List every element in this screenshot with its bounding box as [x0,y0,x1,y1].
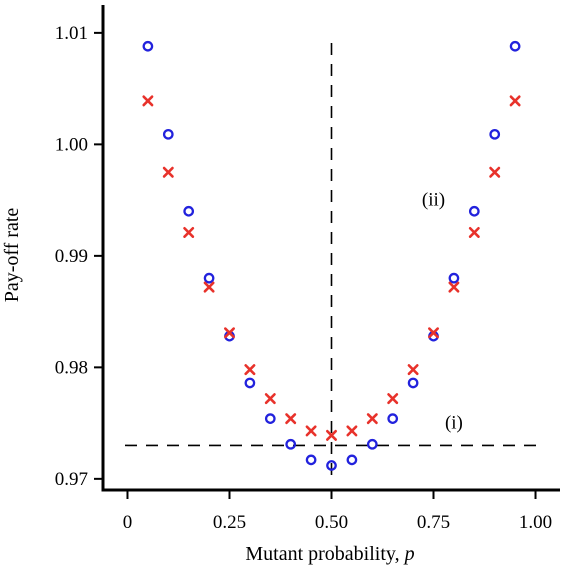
circle-point [448,272,460,284]
circle-point [509,40,521,52]
tick-marks: 0 0.25 0.50 0.75 1.00 0.97 0.98 0.99 1.00 1.01 [55,23,552,533]
circle-point [346,454,358,466]
circle-point [305,454,317,466]
circle-point [326,460,337,471]
circle-point [407,377,419,389]
cross-point [407,364,419,376]
annotation-label: (ii) [422,190,445,211]
circle-point [489,128,501,140]
cross-point [223,327,235,339]
annotation-label: (i) [445,413,463,434]
x-tick-label: 0 [123,512,133,533]
x-tick-label: 1.00 [519,512,552,533]
cross-point [142,95,154,107]
cross-point [366,413,378,425]
circle-point [142,40,154,52]
cross-point [285,413,297,425]
cross-point [428,327,440,339]
cross-point [305,425,317,437]
cross-point [346,425,358,437]
circle-point [203,272,215,284]
x-tick-label: 0.50 [315,512,348,533]
cross-point [489,166,501,178]
y-tick-label: 0.99 [55,246,88,267]
cross-point [448,281,460,293]
x-tick-label: 0.25 [213,512,246,533]
y-tick-label: 1.00 [55,134,88,155]
cross-point [509,95,521,107]
cross-point [162,166,174,178]
circle-point [244,377,256,389]
data-marks [142,40,521,471]
circle-point [387,413,399,424]
plot-area: (i) (ii) [125,43,545,476]
cross-point [183,226,195,238]
circle-point [285,438,297,450]
cross-point [264,393,276,405]
y-axis-label: Pay-off rate [1,208,23,303]
circle-point [162,128,174,140]
circle-point [183,205,195,217]
y-tick-label: 0.98 [55,357,88,378]
cross-point [244,364,256,376]
cross-point [468,226,480,238]
x-tick-label: 0.75 [417,512,450,533]
circle-point [468,205,480,217]
x-axis-label: Mutant probability, p [245,543,414,565]
circle-point [264,413,276,424]
cross-point [203,281,215,293]
circle-point [366,438,378,450]
cross-point [387,393,399,405]
cross-point [326,429,337,441]
axes [101,5,560,492]
y-tick-label: 0.97 [55,469,88,490]
y-tick-label: 1.01 [55,23,88,44]
